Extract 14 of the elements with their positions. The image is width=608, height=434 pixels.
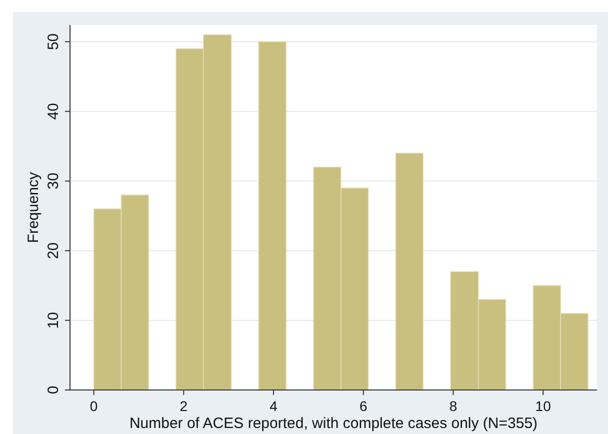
x-tick-label: 10 [535, 398, 552, 414]
y-tick-label: 30 [45, 172, 62, 190]
y-tick-label: 50 [45, 33, 62, 50]
y-tick-label: 20 [45, 242, 62, 260]
x-tick-label: 2 [180, 398, 188, 414]
y-tick-label: 40 [45, 103, 62, 120]
y-tick-label: 0 [45, 386, 62, 394]
y-axis-title: Frequency [25, 172, 42, 243]
x-tick-label: 4 [270, 398, 278, 414]
y-tick-label: 10 [45, 312, 62, 329]
x-tick-label: 6 [359, 398, 368, 414]
x-tick-label: 0 [90, 398, 98, 414]
x-axis-title: Number of ACES reported, with complete cases only (N=355) [129, 415, 538, 432]
x-tick-label: 8 [449, 398, 458, 414]
